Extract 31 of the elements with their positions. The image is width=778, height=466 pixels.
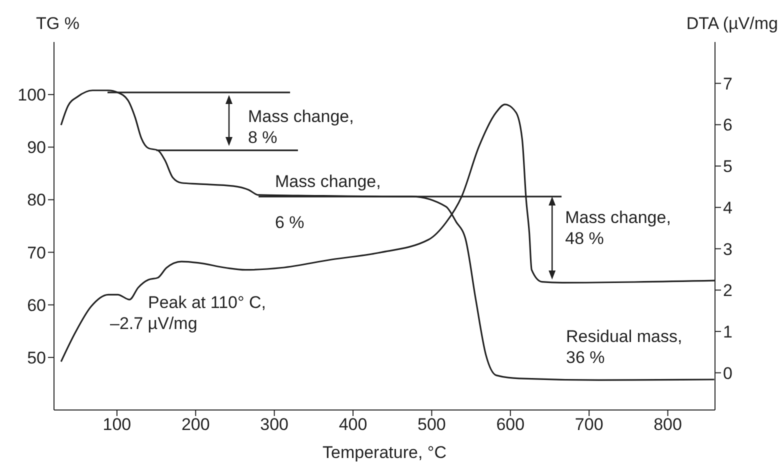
x-tick-label: 100: [102, 415, 132, 434]
y2-tick-label: 5: [723, 157, 732, 176]
y2-tick-label: 4: [723, 198, 732, 218]
x-tick-label: 200: [181, 415, 210, 434]
annotation: Residual mass, 36 %: [566, 326, 682, 368]
y2-tick-label: 2: [723, 281, 732, 300]
x-tick-label: 700: [574, 415, 604, 434]
x-axis-title: Temperature, °C: [322, 443, 446, 462]
y-axis-title: TG %: [36, 14, 80, 34]
x-tick-label: 600: [496, 415, 525, 434]
x-tick-label: 800: [654, 415, 682, 434]
annotation: 6 %: [275, 212, 304, 233]
y-tick-label: 50: [27, 348, 46, 368]
y2-tick-label: 6: [723, 116, 732, 135]
y-tick-label: 60: [27, 296, 46, 315]
annotation: Peak at 110° C, –2.7 µV/mg: [110, 292, 266, 334]
annotation: Mass change,: [275, 171, 381, 192]
y-tick-label: 100: [18, 86, 46, 105]
x-tick-label: 500: [418, 415, 446, 434]
x-tick-label: 400: [338, 415, 368, 434]
annotation: Mass change, 8 %: [248, 106, 354, 148]
y-tick-label: 80: [27, 190, 46, 210]
y2-axis-title: DTA (µV/mg: [686, 14, 778, 34]
y2-tick-label: 1: [723, 322, 732, 342]
y-tick-label: 70: [27, 243, 46, 262]
y2-tick-label: 3: [723, 240, 732, 259]
y-tick-label: 90: [27, 138, 46, 158]
y2-tick-label: 7: [723, 74, 732, 94]
x-tick-label: 300: [260, 415, 289, 434]
annotation: Mass change, 48 %: [565, 206, 671, 249]
y2-tick-label: 0: [723, 364, 732, 383]
